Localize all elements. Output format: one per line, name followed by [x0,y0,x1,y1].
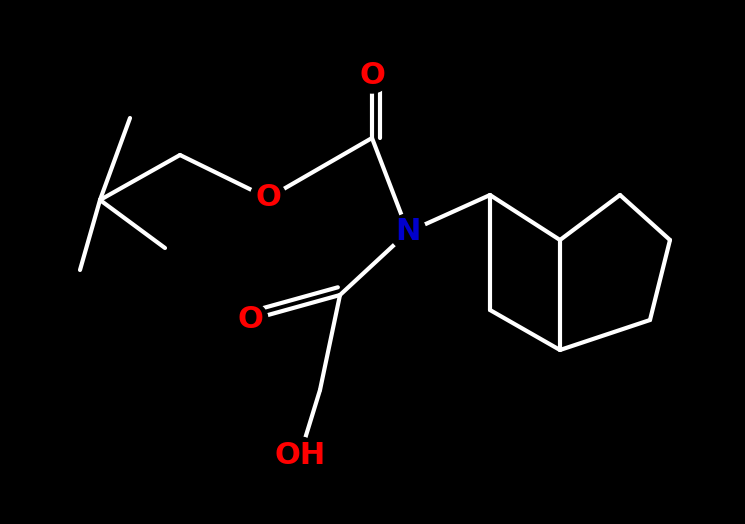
Circle shape [250,180,286,216]
Circle shape [232,302,268,338]
Circle shape [354,57,390,93]
Circle shape [282,437,318,473]
Text: O: O [359,60,385,90]
Text: O: O [255,183,281,213]
Text: OH: OH [274,441,326,470]
Text: N: N [396,217,421,246]
Text: O: O [237,305,263,334]
Circle shape [390,214,426,250]
